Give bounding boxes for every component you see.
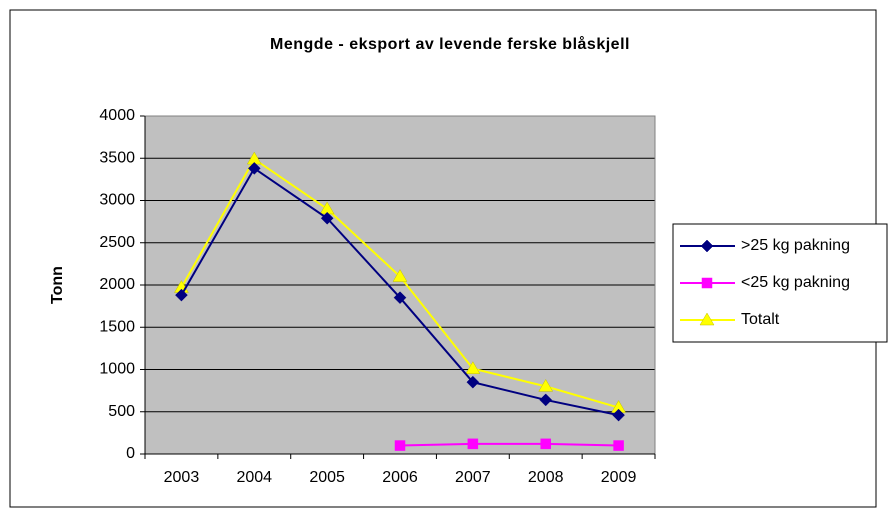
legend-marker bbox=[699, 312, 715, 326]
y-tick-label: 0 bbox=[126, 445, 135, 462]
marker bbox=[612, 408, 625, 422]
marker bbox=[392, 269, 408, 282]
legend-label: >25 kg pakning bbox=[741, 237, 850, 254]
y-axis-label: Tonn bbox=[49, 266, 66, 304]
marker bbox=[393, 291, 407, 305]
x-tick-label: 2006 bbox=[382, 469, 418, 486]
y-tick-label: 1500 bbox=[99, 318, 135, 335]
x-tick-label: 2005 bbox=[309, 469, 345, 486]
legend-label: <25 kg pakning bbox=[741, 274, 850, 291]
y-tick-label: 2500 bbox=[99, 234, 135, 251]
marker bbox=[539, 393, 553, 407]
y-tick-label: 1000 bbox=[99, 361, 135, 378]
x-tick-label: 2009 bbox=[601, 469, 637, 486]
marker bbox=[540, 438, 551, 450]
marker bbox=[465, 361, 481, 374]
legend-marker bbox=[701, 277, 713, 289]
legend-label: Totalt bbox=[741, 311, 780, 328]
y-tick-label: 4000 bbox=[99, 107, 135, 124]
marker bbox=[613, 440, 624, 451]
marker bbox=[394, 440, 406, 451]
y-tick-label: 500 bbox=[108, 403, 135, 420]
legend-marker bbox=[700, 239, 714, 253]
x-tick-label: 2008 bbox=[528, 469, 564, 486]
chart-title: Mengde - eksport av levende ferske blåsk… bbox=[270, 35, 630, 53]
marker bbox=[175, 288, 188, 302]
marker bbox=[320, 211, 334, 225]
marker bbox=[247, 162, 261, 175]
marker bbox=[467, 438, 479, 450]
x-tick-label: 2003 bbox=[164, 469, 200, 486]
marker bbox=[538, 378, 554, 392]
y-tick-label: 3000 bbox=[99, 192, 135, 209]
y-tick-label: 3500 bbox=[99, 149, 135, 166]
series-line bbox=[399, 442, 619, 447]
x-tick-label: 2007 bbox=[455, 469, 491, 486]
x-tick-label: 2004 bbox=[236, 469, 272, 486]
y-tick-label: 2000 bbox=[99, 276, 135, 293]
marker bbox=[466, 375, 480, 389]
